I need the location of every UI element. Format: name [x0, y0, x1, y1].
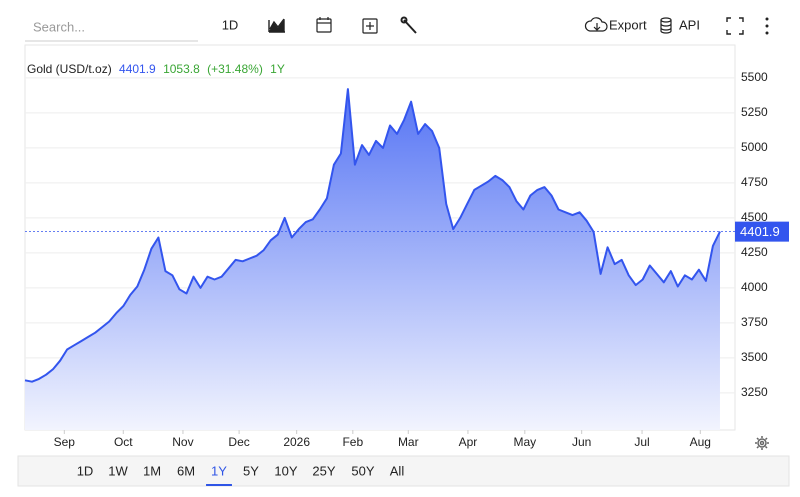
last-value: 4401.9: [119, 62, 156, 76]
export-icon[interactable]: [584, 17, 608, 32]
y-tick-label: 5500: [741, 70, 768, 84]
tools-icon[interactable]: [400, 16, 417, 34]
last-price-tag: [735, 221, 789, 242]
x-tick-label: Nov: [172, 435, 193, 449]
fullscreen-icon[interactable]: [726, 17, 744, 35]
calendar-icon[interactable]: [316, 17, 332, 33]
legend: Gold (USD/t.oz) 4401.9 1053.8 (+31.48%) …: [27, 62, 285, 76]
api-button[interactable]: API: [679, 17, 700, 32]
period: 1Y: [270, 62, 285, 76]
interval-button[interactable]: 1D: [222, 17, 239, 32]
settings-icon[interactable]: [755, 436, 769, 450]
last-price-label: 4401.9: [740, 224, 780, 239]
search-box[interactable]: [25, 14, 198, 42]
range-button[interactable]: 6M: [177, 463, 195, 478]
add-indicator-icon[interactable]: [362, 18, 378, 34]
x-tick-label: Jul: [634, 435, 649, 449]
range-button[interactable]: 1Y: [211, 463, 227, 478]
y-tick-label: 3750: [741, 315, 768, 329]
y-tick-label: 5000: [741, 140, 768, 154]
range-button[interactable]: 25Y: [312, 463, 335, 478]
y-tick-label: 3500: [741, 350, 768, 364]
y-tick-label: 4500: [741, 210, 768, 224]
range-button[interactable]: 1W: [108, 463, 128, 478]
series-title: Gold (USD/t.oz): [27, 62, 112, 76]
x-tick-label: 2026: [283, 435, 310, 449]
area: [25, 89, 720, 430]
x-tick-label: Jun: [572, 435, 591, 449]
x-tick-label: Oct: [114, 435, 133, 449]
more-menu-icon[interactable]: [765, 17, 769, 35]
search-placeholder: Search...: [33, 19, 85, 34]
range-button[interactable]: 1D: [77, 463, 94, 478]
range-button[interactable]: 50Y: [351, 463, 374, 478]
chart-type-icon[interactable]: [268, 18, 285, 33]
x-tick-label: May: [513, 435, 536, 449]
x-tick-label: Aug: [690, 435, 711, 449]
y-tick-label: 5250: [741, 105, 768, 119]
range-button[interactable]: 1M: [143, 463, 161, 478]
y-tick-label: 3250: [741, 385, 768, 399]
range-bar: [17, 455, 790, 487]
y-tick-label: 4000: [741, 280, 768, 294]
export-button[interactable]: Export: [609, 17, 647, 32]
x-tick-label: Sep: [54, 435, 76, 449]
range-button[interactable]: 10Y: [274, 463, 297, 478]
range-button[interactable]: 5Y: [243, 463, 259, 478]
x-tick-label: Mar: [398, 435, 419, 449]
change-value: 1053.8: [163, 62, 200, 76]
y-tick-label: 4250: [741, 245, 768, 259]
y-tick-label: 4750: [741, 175, 768, 189]
change-percent: (+31.48%): [207, 62, 263, 76]
x-tick-label: Feb: [342, 435, 363, 449]
api-icon[interactable]: [660, 17, 672, 34]
x-tick-label: Dec: [228, 435, 249, 449]
price-line: [24, 88, 721, 383]
range-button[interactable]: All: [390, 463, 405, 478]
x-tick-label: Apr: [459, 435, 478, 449]
